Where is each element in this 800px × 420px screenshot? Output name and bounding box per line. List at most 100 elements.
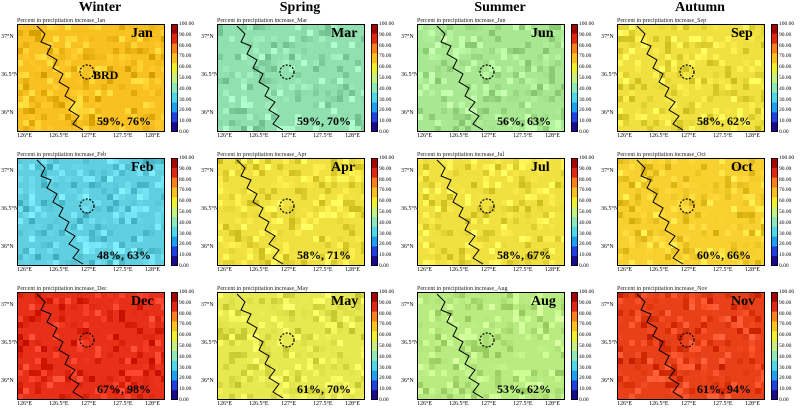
heatmap-cell <box>635 242 641 248</box>
heatmap-cell <box>149 66 155 72</box>
heatmap-cell <box>495 164 501 170</box>
heatmap-cell <box>155 24 161 30</box>
heatmap-cell <box>247 200 253 206</box>
heatmap-cell <box>83 78 89 84</box>
colorbar <box>171 292 178 400</box>
heatmap-cell <box>29 188 35 194</box>
heatmap-cell <box>719 158 725 164</box>
heatmap-cell <box>617 78 623 84</box>
heatmap-cell <box>749 36 755 42</box>
heatmap-cell <box>719 364 725 370</box>
heatmap-cell <box>423 114 429 120</box>
heatmap-cell <box>289 84 295 90</box>
heatmap-cell <box>343 84 349 90</box>
heatmap-cell <box>713 370 719 376</box>
heatmap-cell <box>229 102 235 108</box>
heatmap-cell <box>313 170 319 176</box>
heatmap-cell <box>531 30 537 36</box>
heatmap-cell <box>89 24 95 30</box>
heatmap-cell <box>495 158 501 164</box>
x-tick-label: 127°E <box>281 401 297 407</box>
heatmap-cell <box>761 370 765 376</box>
heatmap-cell <box>501 230 507 236</box>
heatmap-cell <box>95 346 101 352</box>
colorbar-segment <box>171 73 178 84</box>
heatmap-cell <box>277 340 283 346</box>
heatmap-cell <box>537 120 543 126</box>
colorbar-segment <box>371 197 378 208</box>
heatmap-cell <box>155 90 161 96</box>
colorbar-tick-label: 100.00 <box>379 21 395 27</box>
heatmap-cell <box>137 164 143 170</box>
heatmap-cell <box>647 316 653 322</box>
colorbar-tick-label: 50.00 <box>579 209 592 215</box>
heatmap-cell <box>89 236 95 242</box>
heatmap-cell <box>653 108 659 114</box>
heatmap-cell <box>53 254 59 260</box>
heatmap-cell <box>659 84 665 90</box>
heatmap-cell <box>47 230 53 236</box>
heatmap-cell <box>223 334 229 340</box>
map-panel-oct: Percent in precipitation increase_Oct 37°… <box>601 152 794 282</box>
y-tick-label: 36°N <box>601 244 614 250</box>
heatmap-cell <box>361 376 365 382</box>
heatmap-cell <box>29 334 35 340</box>
heatmap-cell <box>65 176 71 182</box>
heatmap-cell <box>271 182 277 188</box>
heatmap-cell <box>289 170 295 176</box>
heatmap-cell <box>101 108 107 114</box>
heatmap-cell <box>41 200 47 206</box>
heatmap-cell <box>537 316 543 322</box>
y-tick-label: 37°N <box>201 302 214 308</box>
heatmap-cell <box>259 60 265 66</box>
heatmap-cell <box>95 304 101 310</box>
heatmap-cell <box>623 36 629 42</box>
heatmap-cell <box>65 42 71 48</box>
heatmap-cell <box>89 96 95 102</box>
heatmap-cell <box>271 394 277 400</box>
heatmap-cell <box>47 54 53 60</box>
heatmap-cell <box>525 114 531 120</box>
heatmap-cell <box>107 194 113 200</box>
heatmap-cell <box>525 158 531 164</box>
y-tick-label: 36°N <box>601 110 614 116</box>
colorbar <box>771 24 778 132</box>
colorbar-frame <box>571 158 578 266</box>
heatmap-cell <box>23 120 29 126</box>
heatmap-cell <box>677 322 683 328</box>
x-tick-label: 126°E <box>17 133 33 139</box>
heatmap-cell <box>701 370 707 376</box>
heatmap-cell <box>253 170 259 176</box>
heatmap-cell <box>137 66 143 72</box>
heatmap-cell <box>617 60 623 66</box>
colorbar-segment <box>371 390 378 400</box>
heatmap-cell <box>749 230 755 236</box>
heatmap-cell <box>543 370 549 376</box>
heatmap-cell <box>513 24 519 30</box>
heatmap-cell <box>761 30 765 36</box>
heatmap-cell <box>17 292 23 298</box>
heatmap-cell <box>325 206 331 212</box>
heatmap-cell <box>507 254 513 260</box>
colorbar-tick-label: 30.00 <box>579 96 592 103</box>
heatmap-cell <box>749 352 755 358</box>
x-tick-label: 126.5°E <box>49 401 69 407</box>
colorbar-tick-label: 100.00 <box>779 155 795 161</box>
heatmap-cell <box>465 334 471 340</box>
heatmap-cell <box>707 114 713 120</box>
heatmap-cell <box>155 328 161 334</box>
colorbar-frame <box>171 158 178 266</box>
heatmap-cell <box>35 370 41 376</box>
heatmap-cell <box>77 188 83 194</box>
heatmap-cell <box>143 194 149 200</box>
heatmap-cell <box>453 358 459 364</box>
heatmap-cell <box>17 212 23 218</box>
heatmap-cell <box>119 60 125 66</box>
heatmap-cell <box>641 42 647 48</box>
heatmap-cell <box>59 54 65 60</box>
colorbar-segment <box>171 43 178 54</box>
heatmap-cell <box>507 78 513 84</box>
heatmap-cell <box>71 304 77 310</box>
y-tick-label: 36°N <box>401 244 414 250</box>
heatmap-cell <box>689 340 695 346</box>
